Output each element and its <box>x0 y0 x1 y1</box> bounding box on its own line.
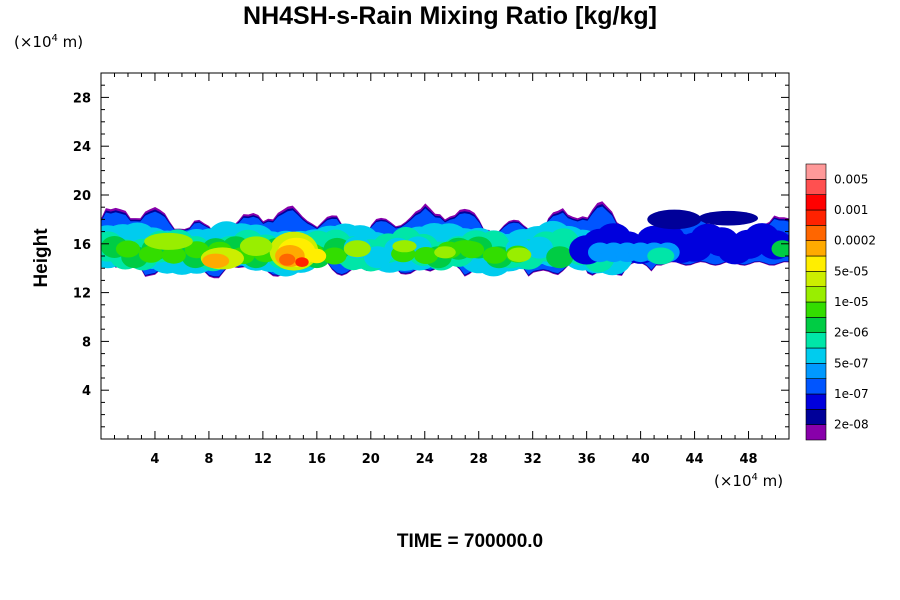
field-blob <box>647 247 675 265</box>
field-blob <box>546 246 574 269</box>
x-tick-label: 4 <box>150 452 159 467</box>
colorbar-swatch <box>805 225 827 241</box>
y-axis: 4 8 12 16 20 24 28 <box>73 84 789 428</box>
colorbar-swatch <box>805 332 827 349</box>
field-blob <box>482 246 507 264</box>
mixing-ratio-field <box>101 201 789 279</box>
x-tick-label: 24 <box>416 452 434 467</box>
colorbar-swatch <box>805 271 827 287</box>
colorbar-label: 5e-07 <box>834 356 869 370</box>
colorbar-swatch <box>805 163 827 180</box>
x-tick-label: 48 <box>739 452 757 467</box>
field-blob <box>138 245 163 263</box>
field-blob <box>307 248 327 264</box>
x-unit-label: (×104 m) <box>714 472 784 490</box>
field-blob <box>392 240 417 253</box>
colorbar-label: 0.005 <box>834 172 868 186</box>
colorbar-swatch <box>805 255 827 272</box>
colorbar-label: 1e-07 <box>834 387 869 401</box>
field-blob <box>364 246 391 269</box>
colorbar-swatch <box>805 378 827 395</box>
field-blob <box>161 246 186 264</box>
field-blob <box>451 240 479 253</box>
colorbar-swatch <box>805 393 827 410</box>
time-label: TIME = 700000.0 <box>396 531 544 552</box>
x-tick-label: 40 <box>632 452 650 467</box>
y-unit-label: (×104 m) <box>14 33 84 51</box>
field-blob <box>322 247 347 265</box>
colorbar-label: 0.0002 <box>834 234 876 248</box>
x-tick-label: 28 <box>470 452 488 467</box>
colorbar-swatch <box>805 347 827 364</box>
colorbar-label: 2e-08 <box>834 418 869 432</box>
field-blob <box>434 246 456 259</box>
x-axis: 4 8 12 16 20 24 28 32 36 40 44 48 <box>113 73 777 467</box>
y-tick-label: 16 <box>73 238 91 253</box>
colorbar-swatch <box>805 363 827 379</box>
x-tick-label: 44 <box>686 452 704 467</box>
colorbar-swatch <box>805 409 827 425</box>
field-blob <box>239 236 273 256</box>
y-tick-label: 12 <box>73 287 91 302</box>
field-blob <box>525 236 553 259</box>
field-blob <box>279 253 296 266</box>
field-blob <box>647 209 702 230</box>
colorbar-label: 1e-05 <box>834 295 869 309</box>
field-blob <box>144 232 193 250</box>
y-tick-label: 20 <box>73 189 91 204</box>
field-blob <box>507 247 532 263</box>
colorbar-label: 5e-05 <box>834 264 869 278</box>
x-tick-label: 12 <box>254 452 272 467</box>
field-blob <box>202 253 230 269</box>
x-tick-label: 36 <box>578 452 596 467</box>
colorbar-swatch <box>805 317 827 333</box>
field-blob <box>115 240 141 258</box>
colorbar-swatch <box>805 209 827 226</box>
x-tick-label: 8 <box>204 452 213 467</box>
y-tick-label: 8 <box>82 335 91 350</box>
chart-title: NH4SH-s-Rain Mixing Ratio [kg/kg] <box>243 2 657 30</box>
field-blob <box>414 247 439 264</box>
field-blob <box>343 240 371 258</box>
x-tick-label: 32 <box>524 452 542 467</box>
colorbar-swatch <box>805 194 827 211</box>
field-blob <box>698 210 758 226</box>
y-tick-label: 4 <box>82 384 91 399</box>
colorbar-swatch <box>805 179 827 195</box>
colorbar: 2e-08 1e-07 5e-07 2e-06 1e-05 5e-05 0.0002 0.00… <box>805 163 876 441</box>
y-tick-label: 24 <box>73 140 91 155</box>
colorbar-swatch <box>805 424 827 441</box>
field-blob <box>295 257 309 267</box>
colorbar-label: 2e-06 <box>834 326 869 340</box>
y-tick-label: 28 <box>73 91 91 106</box>
colorbar-label: 0.001 <box>834 203 868 217</box>
colorbar-swatch <box>805 301 827 318</box>
x-tick-label: 20 <box>362 452 380 467</box>
colorbar-swatch <box>805 240 827 257</box>
field-blob <box>771 240 789 258</box>
colorbar-swatch <box>805 286 827 303</box>
x-tick-label: 16 <box>308 452 326 467</box>
